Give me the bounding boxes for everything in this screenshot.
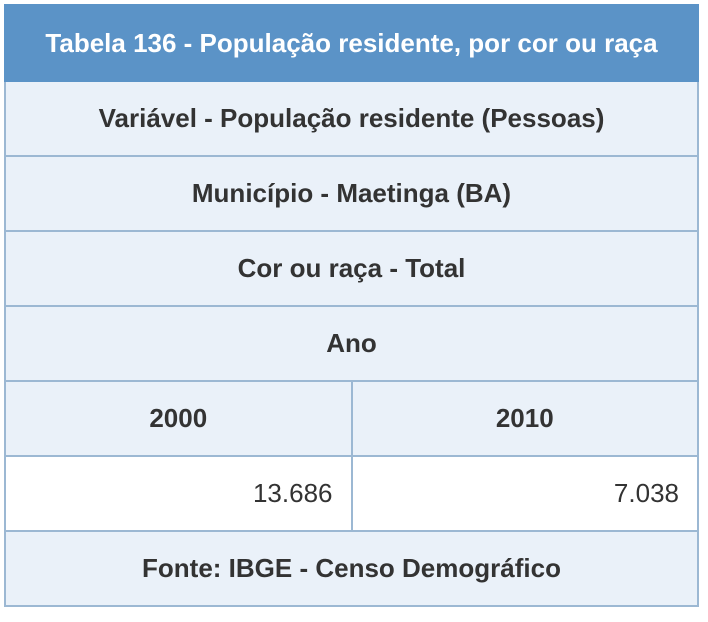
municipality-label: Município - Maetinga (BA) <box>4 155 699 232</box>
year-header: Ano <box>4 305 699 382</box>
table-title-row: Tabela 136 - População residente, por co… <box>4 4 699 82</box>
variable-row: Variável - População residente (Pessoas) <box>4 80 699 157</box>
population-table: Tabela 136 - População residente, por co… <box>4 4 699 607</box>
municipality-row: Município - Maetinga (BA) <box>4 155 699 232</box>
value-cell-2010: 7.038 <box>350 455 699 532</box>
source-label: Fonte: IBGE - Censo Demográfico <box>4 530 699 607</box>
year-column-2000: 2000 <box>4 380 353 457</box>
year-header-row: Ano <box>4 305 699 382</box>
year-column-2010: 2010 <box>350 380 699 457</box>
year-columns-row: 2000 2010 <box>4 380 699 457</box>
race-row: Cor ou raça - Total <box>4 230 699 307</box>
value-cell-2000: 13.686 <box>4 455 353 532</box>
data-table-container: Tabela 136 - População residente, por co… <box>4 4 699 607</box>
source-row: Fonte: IBGE - Censo Demográfico <box>4 530 699 607</box>
variable-label: Variável - População residente (Pessoas) <box>4 80 699 157</box>
values-row: 13.686 7.038 <box>4 455 699 532</box>
race-label: Cor ou raça - Total <box>4 230 699 307</box>
table-title: Tabela 136 - População residente, por co… <box>4 4 699 82</box>
